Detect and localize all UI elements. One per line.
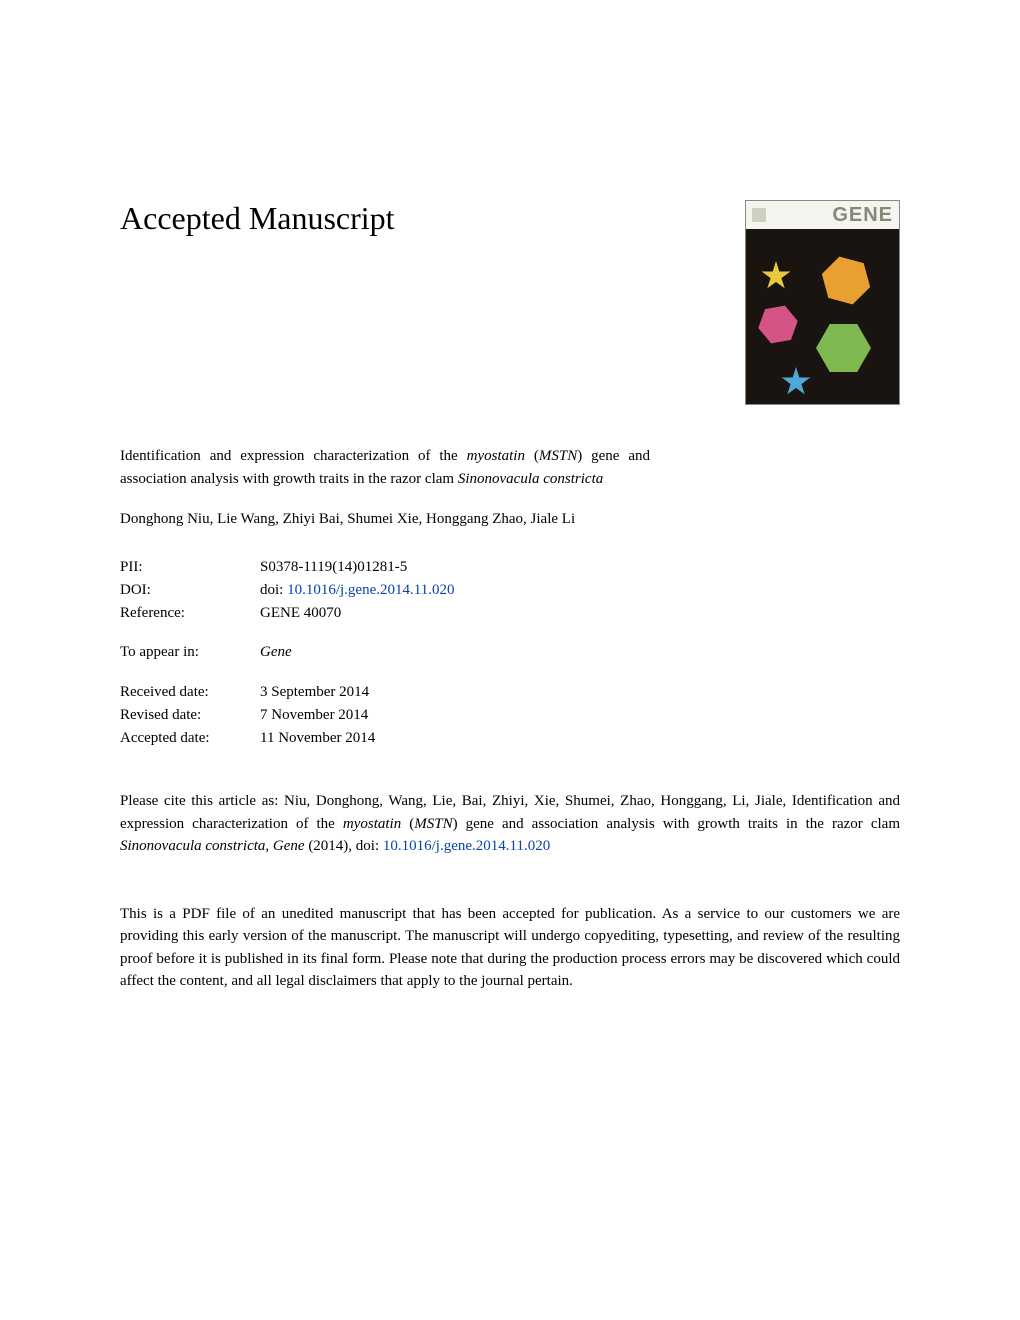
received-value: 3 September 2014 xyxy=(260,681,369,704)
citation-doi-link[interactable]: 10.1016/j.gene.2014.11.020 xyxy=(383,838,550,854)
title-italic: Sinonovacula constricta xyxy=(458,471,603,487)
page-heading: Accepted Manuscript xyxy=(120,200,395,237)
reference-value: GENE 40070 xyxy=(260,602,341,625)
cover-header: GENE xyxy=(746,201,899,229)
article-title: Identification and expression characteri… xyxy=(120,445,650,490)
metadata-block-2: To appear in: Gene xyxy=(120,641,900,664)
cover-shape-hexagon-green xyxy=(816,324,871,372)
cover-shape-star-yellow xyxy=(761,261,791,291)
metadata-block-3: Received date: 3 September 2014 Revised … xyxy=(120,681,900,751)
authors-list: Donghong Niu, Lie Wang, Zhiyi Bai, Shume… xyxy=(120,508,650,531)
reference-label: Reference: xyxy=(120,602,260,625)
cover-shape-star-blue xyxy=(781,367,811,397)
citation-italic: Gene xyxy=(273,838,305,854)
citation-part: ) gene and association analysis with gro… xyxy=(453,816,900,832)
citation-italic: MSTN xyxy=(414,816,452,832)
title-part: ( xyxy=(525,448,539,464)
revised-label: Revised date: xyxy=(120,704,260,727)
cover-shape-hexagon-orange xyxy=(816,253,875,307)
citation-part: (2014), doi: xyxy=(305,838,383,854)
metadata-block-1: PII: S0378-1119(14)01281-5 DOI: doi: 10.… xyxy=(120,556,900,626)
received-label: Received date: xyxy=(120,681,260,704)
appear-label: To appear in: xyxy=(120,641,260,664)
disclaimer-text: This is a PDF file of an unedited manusc… xyxy=(120,903,900,993)
doi-link[interactable]: 10.1016/j.gene.2014.11.020 xyxy=(287,582,454,598)
citation-part: , xyxy=(265,838,273,854)
accepted-value: 11 November 2014 xyxy=(260,727,375,750)
journal-name: GENE xyxy=(832,204,893,227)
doi-value: doi: 10.1016/j.gene.2014.11.020 xyxy=(260,579,454,602)
citation-italic: myostatin xyxy=(343,816,401,832)
citation-text: Please cite this article as: Niu, Dongho… xyxy=(120,790,900,858)
doi-label: DOI: xyxy=(120,579,260,602)
revised-value: 7 November 2014 xyxy=(260,704,368,727)
journal-cover-thumbnail: GENE xyxy=(745,200,900,405)
title-italic: MSTN xyxy=(539,448,577,464)
accepted-label: Accepted date: xyxy=(120,727,260,750)
cover-shape-hexagon-pink xyxy=(755,304,800,345)
publisher-logo-icon xyxy=(752,208,766,222)
pii-label: PII: xyxy=(120,556,260,579)
title-italic: myostatin xyxy=(467,448,525,464)
title-part: Identification and expression characteri… xyxy=(120,448,467,464)
pii-value: S0378-1119(14)01281-5 xyxy=(260,556,407,579)
citation-italic: Sinonovacula constricta xyxy=(120,838,265,854)
citation-part: ( xyxy=(401,816,414,832)
cover-artwork xyxy=(746,229,899,405)
appear-value: Gene xyxy=(260,641,292,664)
